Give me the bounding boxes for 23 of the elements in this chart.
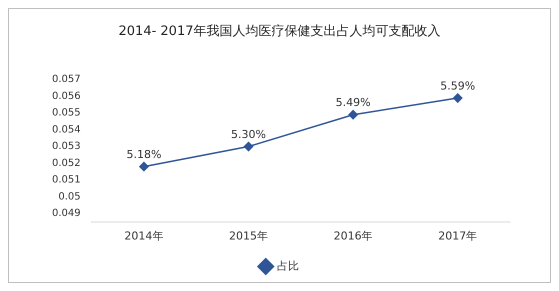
data-label: 5.30% (231, 128, 266, 141)
y-tick-label: 0.052 (52, 158, 81, 169)
y-tick-label: 0.053 (52, 141, 81, 152)
y-tick-label: 0.054 (52, 124, 81, 136)
point (452, 93, 462, 103)
chart-title: 2014- 2017年我国人均医疗保健支出占人均可支配收入 (118, 24, 440, 40)
data-label: 5.59% (440, 79, 476, 92)
x-tick-label: 2014年 (124, 229, 164, 242)
x-tick-label: 2016年 (334, 229, 373, 242)
y-tick-label: 0.051 (52, 174, 81, 186)
y-tick-label: 0.055 (52, 108, 81, 119)
x-tick-label: 2015年 (229, 229, 268, 242)
point (244, 142, 254, 152)
y-tick-label: 0.057 (52, 74, 81, 86)
data-label: 5.18% (126, 148, 162, 161)
point (139, 162, 149, 172)
y-tick-label: 0.05 (58, 191, 81, 202)
point (348, 110, 358, 120)
x-tick-label: 2017年 (438, 229, 478, 242)
data-label: 5.49% (336, 96, 371, 110)
legend-label: 占比 (276, 259, 299, 272)
y-tick-label: 0.049 (52, 208, 81, 220)
y-tick-label: 0.056 (52, 90, 81, 102)
